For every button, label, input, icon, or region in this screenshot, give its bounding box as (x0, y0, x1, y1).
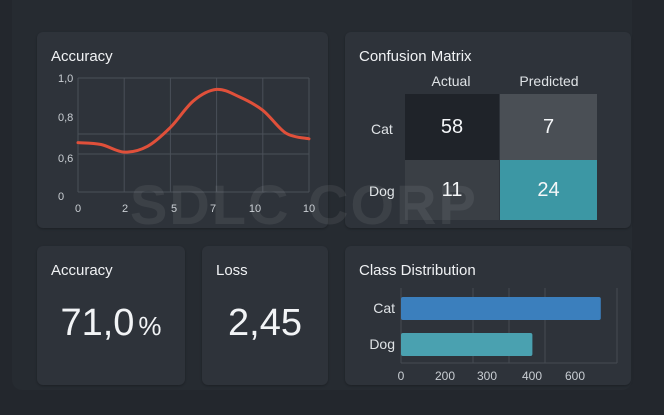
x-tick-label: 0 (398, 369, 405, 383)
y-tick-label: 1,0 (58, 73, 73, 85)
x-tick-label: 5 (171, 203, 177, 215)
x-tick-label: 0 (75, 203, 81, 215)
cm-col-header-actual: Actual (431, 73, 471, 89)
x-tick-label: 600 (565, 369, 585, 383)
loss-kpi-title: Loss (216, 262, 248, 279)
x-tick-label: 7 (210, 203, 216, 215)
cm-cell-cat-actual: 58 (405, 94, 499, 160)
class-distribution-card: Class Distribution 0 200 300 400 600 Cat Dog (345, 246, 631, 385)
category-label: Cat (373, 300, 395, 316)
accuracy-series-line (76, 87, 311, 154)
confusion-matrix-card: Confusion Matrix Actual Predicted Cat Do… (345, 32, 631, 228)
x-tick-label: 10 (303, 203, 315, 215)
accuracy-chart-title: Accuracy (51, 48, 113, 65)
cm-cell-cat-predicted: 7 (500, 94, 597, 160)
loss-kpi-value: 2,45 (228, 302, 302, 344)
cm-row-label-cat: Cat (371, 121, 393, 137)
x-tick-label: 2 (122, 203, 128, 215)
accuracy-kpi-unit: % (138, 311, 162, 341)
accuracy-line-chart: 1,0 0,8 0,6 00 2 5 7 10 10 (58, 73, 315, 215)
confusion-matrix-title: Confusion Matrix (359, 48, 472, 65)
accuracy-kpi-number: 71,0 (60, 302, 135, 344)
cm-col-header-predicted: Predicted (519, 73, 579, 89)
loss-kpi-card: Loss 2,45 (202, 246, 328, 385)
x-tick-label: 10 (249, 203, 261, 215)
bar-cat (401, 297, 601, 320)
accuracy-chart-card: Accuracy 1,0 0,8 0,6 0 0 2 5 7 10 10 (37, 32, 328, 228)
x-tick-label: 200 (435, 369, 455, 383)
accuracy-kpi-value: 71,0% (37, 302, 185, 345)
y-tick-label: 0,6 (58, 153, 73, 165)
x-tick-label: 300 (477, 369, 497, 383)
class-distribution-title: Class Distribution (359, 262, 476, 279)
cm-cell-dog-actual: 11 (405, 160, 499, 220)
class-distribution-bar-chart: 0 200 300 400 600 Cat Dog (369, 288, 618, 383)
cm-row-label-dog: Dog (369, 183, 395, 199)
y-tick-label: 0,8 (58, 112, 73, 124)
cm-cell-dog-predicted: 24 (500, 160, 597, 220)
accuracy-kpi-card: Accuracy 71,0% (37, 246, 185, 385)
x-tick-label: 400 (522, 369, 542, 383)
accuracy-kpi-title: Accuracy (51, 262, 113, 279)
category-label: Dog (369, 336, 395, 352)
y-tick-label: 0 (58, 191, 64, 203)
bar-dog (401, 333, 533, 356)
